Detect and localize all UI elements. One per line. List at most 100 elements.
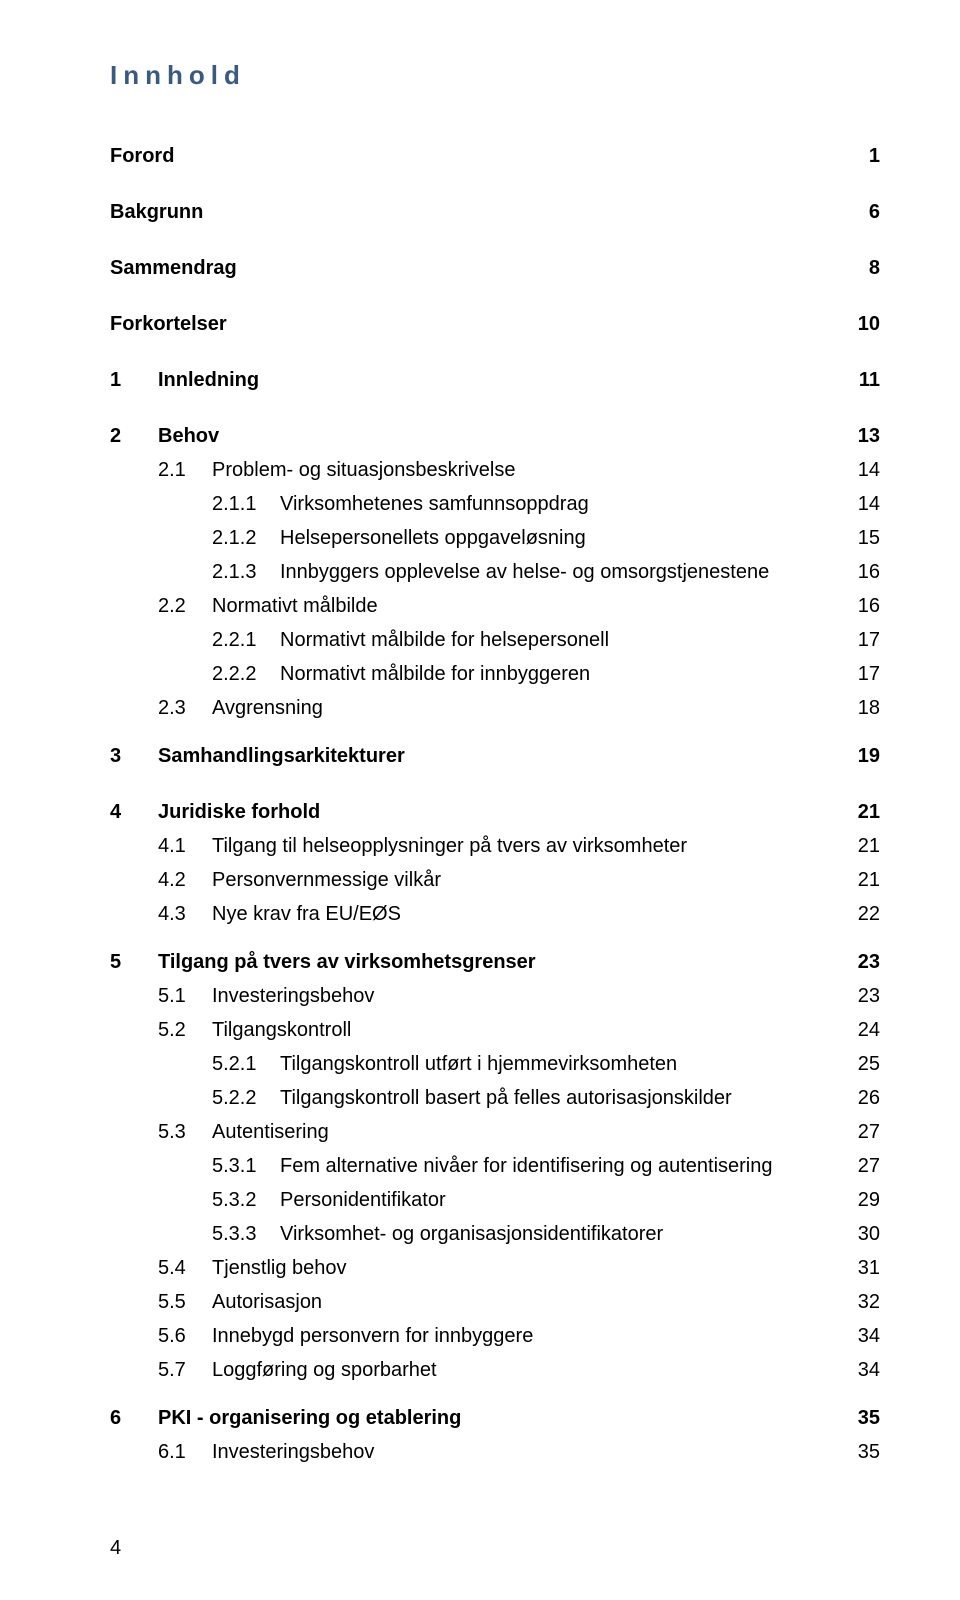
toc-text: Tilgangskontroll utført i hjemmevirksomh… xyxy=(280,1053,677,1075)
toc-text: Tilgang til helseopplysninger på tvers a… xyxy=(212,835,687,857)
toc-number: 2 xyxy=(110,421,158,451)
toc-label: 5.7Loggføring og sporbarhet xyxy=(110,1355,840,1385)
toc-text: PKI - organisering og etablering xyxy=(158,1407,461,1429)
toc-label: 2.1.3Innbyggers opplevelse av helse- og … xyxy=(110,557,840,587)
toc-text: Problem- og situasjonsbeskrivelse xyxy=(212,459,515,481)
toc-number: 4 xyxy=(110,797,158,827)
toc-number: 2.1.1 xyxy=(212,489,280,519)
toc-label: 5.2.1Tilgangskontroll utført i hjemmevir… xyxy=(110,1049,840,1079)
toc-text: Tilgangskontroll xyxy=(212,1019,351,1041)
toc-text: Tilgangskontroll basert på felles autori… xyxy=(280,1087,732,1109)
toc-text: Helsepersonellets oppgaveløsning xyxy=(280,527,586,549)
toc-row: 5Tilgang på tvers av virksomhetsgrenser2… xyxy=(110,947,880,977)
toc-label: Sammendrag xyxy=(110,253,840,283)
toc-page: 21 xyxy=(840,797,880,827)
toc-row: 5.1Investeringsbehov23 xyxy=(110,981,880,1011)
toc-row: 4.2Personvernmessige vilkår21 xyxy=(110,865,880,895)
toc-label: 5.3.3Virksomhet- og organisasjonsidentif… xyxy=(110,1219,840,1249)
toc-number: 2.1 xyxy=(158,455,212,485)
toc-row: 5.3.2Personidentifikator29 xyxy=(110,1185,880,1215)
toc-number: 5.4 xyxy=(158,1253,212,1283)
toc-number: 3 xyxy=(110,741,158,771)
toc-text: Normativt målbilde xyxy=(212,595,378,617)
toc-row: 5.5Autorisasjon32 xyxy=(110,1287,880,1317)
toc-row: 2.1Problem- og situasjonsbeskrivelse14 xyxy=(110,455,880,485)
toc-number: 5.2 xyxy=(158,1015,212,1045)
toc-page: 17 xyxy=(840,659,880,689)
toc-text: Tilgang på tvers av virksomhetsgrenser xyxy=(158,951,536,973)
toc-page: 14 xyxy=(840,489,880,519)
toc-row: 2.2.2Normativt målbilde for innbyggeren 1… xyxy=(110,659,880,689)
toc-row: 5.3.3Virksomhet- og organisasjonsidentif… xyxy=(110,1219,880,1249)
toc-row: 2.3Avgrensning18 xyxy=(110,693,880,723)
toc-number: 5.2.2 xyxy=(212,1083,280,1113)
toc-label: 5.3Autentisering xyxy=(110,1117,840,1147)
toc-number: 2.2 xyxy=(158,591,212,621)
toc-number: 5.2.1 xyxy=(212,1049,280,1079)
toc-number: 4.3 xyxy=(158,899,212,929)
toc-text: Investeringsbehov xyxy=(212,1441,374,1463)
toc-label: 2.2Normativt målbilde xyxy=(110,591,840,621)
toc-label: 2Behov xyxy=(110,421,840,451)
toc-row: 2.2.1Normativt målbilde for helsepersone… xyxy=(110,625,880,655)
toc-label: 2.3Avgrensning xyxy=(110,693,840,723)
toc-label: 5.4Tjenstlig behov xyxy=(110,1253,840,1283)
toc-page: 35 xyxy=(840,1403,880,1433)
toc-number: 5.3.1 xyxy=(212,1151,280,1181)
toc-number: 5.5 xyxy=(158,1287,212,1317)
toc-page: 32 xyxy=(840,1287,880,1317)
toc-number: 1 xyxy=(110,365,158,395)
toc-page: 34 xyxy=(840,1355,880,1385)
toc-page: 29 xyxy=(840,1185,880,1215)
toc-page: 26 xyxy=(840,1083,880,1113)
toc-label: 2.1.2Helsepersonellets oppgaveløsning xyxy=(110,523,840,553)
toc-page: 22 xyxy=(840,899,880,929)
toc-row: 2.2Normativt målbilde16 xyxy=(110,591,880,621)
toc-row: 4.3Nye krav fra EU/EØS22 xyxy=(110,899,880,929)
toc-label: Bakgrunn xyxy=(110,197,840,227)
toc-text: Virksomhetenes samfunnsoppdrag xyxy=(280,493,589,515)
toc-page: 21 xyxy=(840,831,880,861)
page-number: 4 xyxy=(110,1537,121,1560)
toc-text: Normativt målbilde for innbyggeren xyxy=(280,663,590,685)
toc-number: 2.2.1 xyxy=(212,625,280,655)
toc-row: Forkortelser10 xyxy=(110,309,880,339)
toc-page: 27 xyxy=(840,1117,880,1147)
toc-row: 3Samhandlingsarkitekturer19 xyxy=(110,741,880,771)
toc-text: Tjenstlig behov xyxy=(212,1257,347,1279)
toc-number: 6 xyxy=(110,1403,158,1433)
toc-text: Juridiske forhold xyxy=(158,801,320,823)
toc-text: Innledning xyxy=(158,369,259,391)
toc-number: 2.2.2 xyxy=(212,659,280,689)
toc-page: 17 xyxy=(840,625,880,655)
toc-page: 11 xyxy=(840,365,880,395)
toc-number: 5 xyxy=(110,947,158,977)
toc-label: 3Samhandlingsarkitekturer xyxy=(110,741,840,771)
toc-row: 6PKI - organisering og etablering35 xyxy=(110,1403,880,1433)
toc-page: 19 xyxy=(840,741,880,771)
toc-page: 15 xyxy=(840,523,880,553)
toc-label: 6PKI - organisering og etablering xyxy=(110,1403,840,1433)
toc-page: 27 xyxy=(840,1151,880,1181)
toc-text: Behov xyxy=(158,425,219,447)
toc-label: 4.2Personvernmessige vilkår xyxy=(110,865,840,895)
toc-number: 4.2 xyxy=(158,865,212,895)
toc-text: Loggføring og sporbarhet xyxy=(212,1359,437,1381)
table-of-contents: Forord1Bakgrunn6Sammendrag8Forkortelser1… xyxy=(110,141,880,1467)
toc-number: 2.1.3 xyxy=(212,557,280,587)
toc-text: Personvernmessige vilkår xyxy=(212,869,441,891)
toc-label: 5.6Innebygd personvern for innbyggere xyxy=(110,1321,840,1351)
toc-row: 6.1Investeringsbehov35 xyxy=(110,1437,880,1467)
toc-label: 5.3.2Personidentifikator xyxy=(110,1185,840,1215)
toc-label: 2.2.1Normativt målbilde for helsepersone… xyxy=(110,625,840,655)
toc-row: Bakgrunn6 xyxy=(110,197,880,227)
toc-label: 4.3Nye krav fra EU/EØS xyxy=(110,899,840,929)
toc-row: 5.3.1Fem alternative nivåer for identifi… xyxy=(110,1151,880,1181)
toc-page: 16 xyxy=(840,591,880,621)
toc-row: 2.1.1Virksomhetenes samfunnsoppdrag 14 xyxy=(110,489,880,519)
toc-page: 10 xyxy=(840,309,880,339)
toc-row: Forord1 xyxy=(110,141,880,171)
toc-number: 5.1 xyxy=(158,981,212,1011)
toc-number: 4.1 xyxy=(158,831,212,861)
toc-label: 5.2.2Tilgangskontroll basert på felles a… xyxy=(110,1083,840,1113)
